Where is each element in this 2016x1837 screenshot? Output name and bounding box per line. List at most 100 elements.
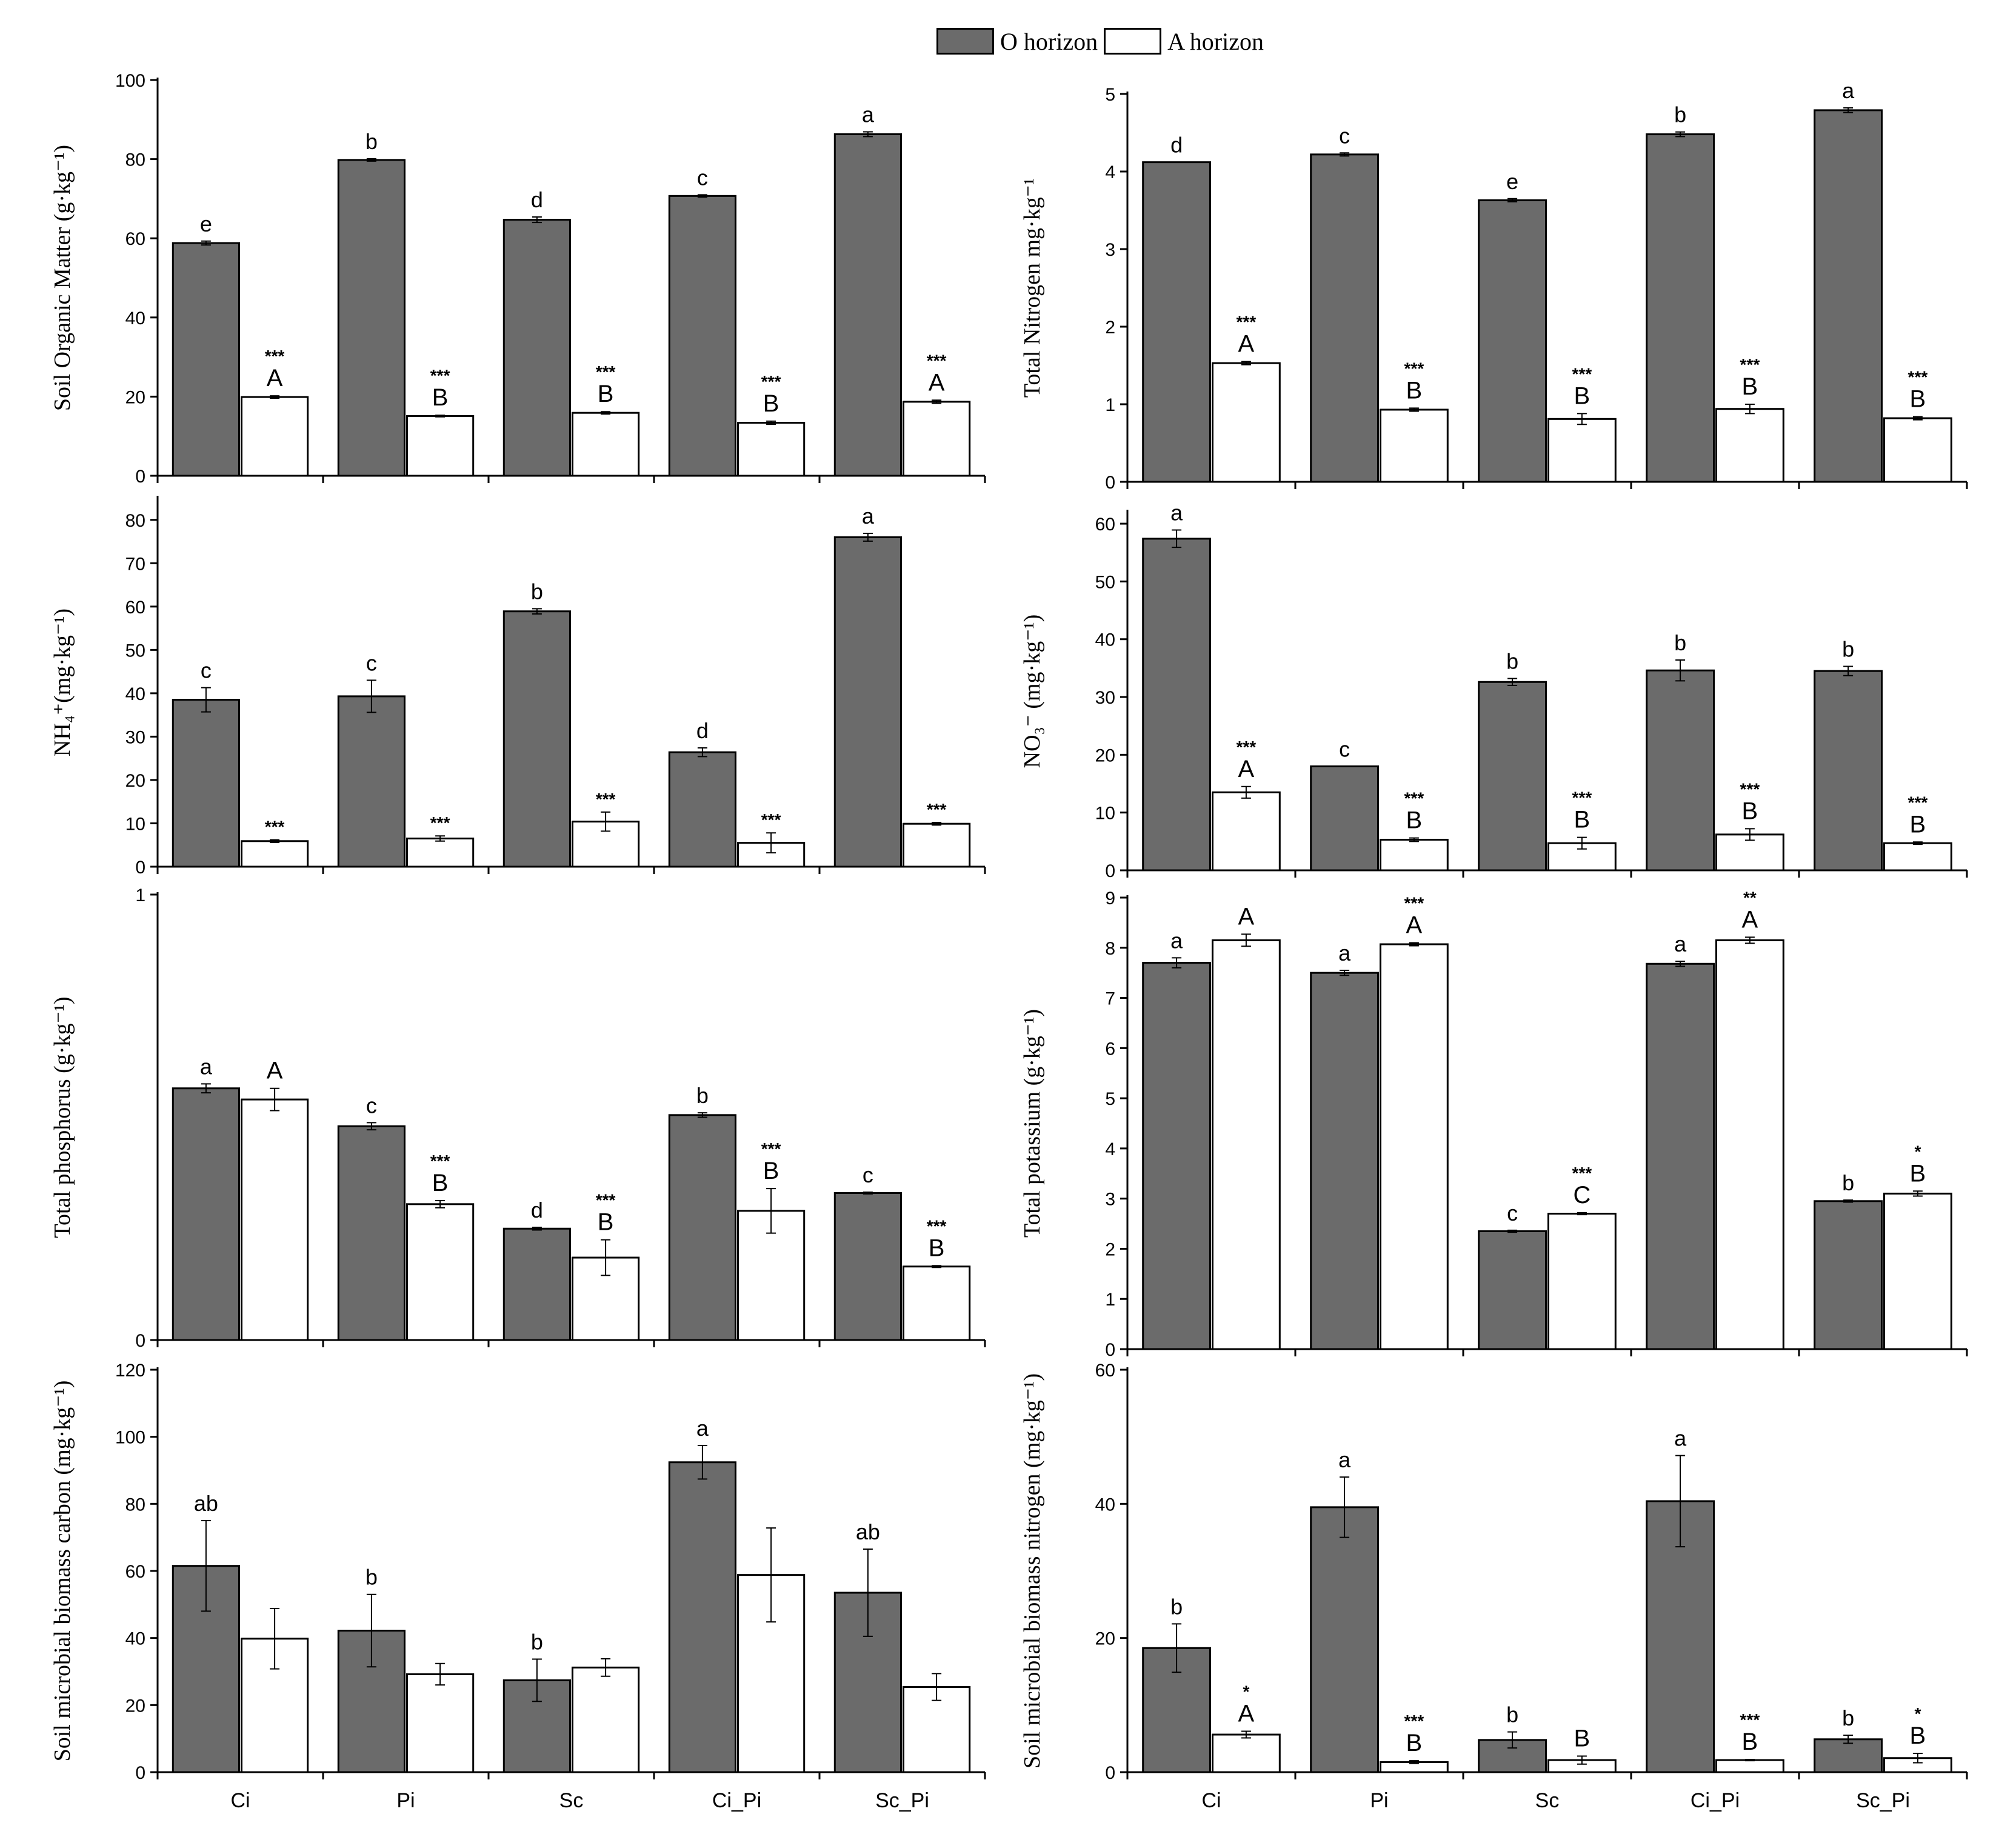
- x-tick-label: Sc_Pi: [875, 1789, 929, 1812]
- y-tick-label: 60: [1095, 515, 1115, 535]
- significance-letter: b: [1842, 637, 1854, 662]
- significance-letter: B: [1910, 1160, 1926, 1187]
- bar-o-Pi: [1310, 153, 1379, 483]
- significance-letter: b: [365, 1565, 378, 1590]
- y-tick-label: 80: [125, 1495, 145, 1515]
- significance-stars: ***: [430, 1152, 450, 1170]
- y-tick-label: 100: [115, 71, 145, 91]
- significance-letter: c: [366, 1093, 377, 1118]
- y-axis-label: NO₃⁻ (mg·kg⁻¹): [1020, 615, 1045, 768]
- y-axis-label: Total phosphorus (g·kg⁻¹): [50, 996, 75, 1238]
- significance-letter: c: [1339, 736, 1350, 761]
- significance-stars: ***: [1740, 779, 1760, 798]
- significance-letter: ab: [856, 1519, 880, 1544]
- significance-letter: a: [862, 504, 875, 528]
- significance-letter: B: [1742, 1729, 1758, 1755]
- bar-a-Sc: [1547, 1213, 1617, 1350]
- significance-letter: a: [1338, 941, 1351, 965]
- significance-letter: B: [1742, 798, 1758, 824]
- y-axis-label: Soil Organic Matter (g·kg⁻¹): [50, 145, 75, 411]
- significance-stars: ***: [1908, 793, 1928, 812]
- significance-letter: B: [432, 1170, 449, 1196]
- y-tick-label: 60: [125, 598, 145, 618]
- significance-letter: a: [1674, 1426, 1687, 1451]
- y-tick-label: 0: [135, 1331, 145, 1351]
- bar-o-Sc_Pi: [833, 536, 903, 868]
- bar-a-Ci: [1212, 1733, 1281, 1773]
- significance-stars: ***: [761, 810, 781, 829]
- bar-a-Sc_Pi: [903, 1265, 971, 1341]
- legend-item-a-horizon: A horizon: [1104, 27, 1264, 56]
- bar-a-Ci_Pi: [1715, 408, 1784, 483]
- significance-stars: ***: [761, 372, 781, 391]
- bar-o-Sc: [502, 1227, 571, 1341]
- significance-letter: B: [598, 1209, 614, 1236]
- significance-letter: B: [1742, 373, 1758, 400]
- y-axis-label: Total Nitrogen mg·kg⁻¹: [1020, 178, 1045, 398]
- significance-letter: b: [1506, 1702, 1518, 1727]
- significance-letter: b: [1506, 649, 1518, 674]
- x-tick-label: Sc: [1535, 1789, 1560, 1812]
- bar-o-Ci_Pi: [668, 195, 737, 477]
- significance-stars: ***: [596, 790, 616, 808]
- significance-letter: A: [1742, 906, 1758, 933]
- bar-o-Pi: [1310, 1506, 1379, 1773]
- y-tick-label: 30: [1095, 688, 1115, 708]
- significance-letter: b: [531, 579, 543, 604]
- bar-a-Pi: [406, 415, 475, 477]
- y-tick-label: 1: [1105, 1290, 1115, 1310]
- bar-a-Sc_Pi: [1883, 842, 1952, 872]
- bar-a-Sc: [1547, 418, 1617, 483]
- significance-letter: b: [1842, 1170, 1854, 1195]
- legend-label-o-horizon: O horizon: [1000, 27, 1098, 55]
- bar-a-Ci: [1212, 791, 1281, 872]
- significance-letter: d: [1170, 133, 1183, 158]
- significance-stars: ***: [1740, 355, 1760, 374]
- y-tick-label: 0: [135, 467, 145, 487]
- significance-stars: ***: [927, 1216, 947, 1235]
- significance-letter: C: [1573, 1182, 1590, 1209]
- y-tick-label: 4: [1105, 162, 1115, 182]
- significance-letter: B: [1910, 385, 1926, 412]
- significance-letter: a: [1170, 928, 1183, 953]
- chart-nh4: 0 10 20 30 40 50 60 70 80 NH₄⁺(mg·kg⁻¹) c *** c *** b *…: [50, 496, 986, 878]
- y-tick-label: 3: [1105, 240, 1115, 260]
- y-tick-label: 20: [125, 771, 145, 791]
- y-tick-label: 80: [125, 511, 145, 531]
- y-tick-label: 40: [125, 684, 145, 704]
- significance-letter: a: [1842, 78, 1855, 103]
- bar-o-Ci: [172, 1087, 240, 1341]
- y-tick-label: 0: [1105, 1763, 1115, 1783]
- significance-letter: B: [1910, 811, 1926, 838]
- significance-letter: c: [1339, 123, 1350, 148]
- y-tick-label: 3: [1105, 1190, 1115, 1210]
- significance-letter: A: [929, 369, 945, 396]
- bar-a-Ci_Pi: [1715, 939, 1784, 1350]
- significance-stars: ***: [761, 1139, 781, 1158]
- bar-a-Sc_Pi: [903, 401, 971, 477]
- bar-a-Sc: [572, 412, 640, 477]
- y-tick-label: 10: [1095, 804, 1115, 824]
- bar-o-Pi: [1310, 765, 1379, 872]
- y-tick-label: 9: [1105, 888, 1115, 908]
- y-tick-label: 20: [125, 387, 145, 407]
- significance-letter: b: [531, 1630, 543, 1655]
- y-tick-label: 40: [1095, 630, 1115, 650]
- x-tick-label: Pi: [1370, 1789, 1388, 1812]
- y-tick-label: 80: [125, 150, 145, 170]
- significance-letter: e: [200, 212, 212, 236]
- y-tick-label: 50: [1095, 572, 1115, 592]
- significance-letter: B: [1574, 382, 1590, 409]
- significance-letter: b: [1170, 1594, 1183, 1619]
- y-tick-label: 5: [1105, 85, 1115, 105]
- significance-letter: B: [598, 381, 614, 407]
- chart-mbc: 0 20 40 60 80 100 120 Soil microbial biomass ca…: [50, 1361, 986, 1812]
- bar-o-Sc: [1478, 681, 1547, 872]
- bar-a-Ci: [1212, 939, 1281, 1350]
- bar-o-Pi: [337, 1125, 406, 1341]
- bar-o-Ci_Pi: [1646, 669, 1715, 872]
- x-tick-label: Ci_Pi: [712, 1789, 761, 1812]
- bar-o-Sc_Pi: [833, 133, 903, 477]
- y-tick-label: 50: [125, 641, 145, 661]
- y-tick-label: 4: [1105, 1139, 1115, 1159]
